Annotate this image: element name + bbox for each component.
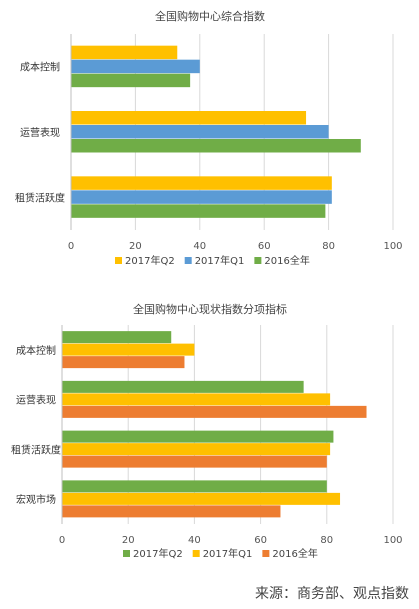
x-tick-label: 100 xyxy=(383,241,402,252)
category-label: 租赁活跃度 xyxy=(15,191,65,204)
bar xyxy=(71,139,361,153)
legend-swatch xyxy=(192,550,200,557)
x-tick-label: 60 xyxy=(254,535,267,546)
bar xyxy=(71,190,332,204)
bar xyxy=(62,356,185,369)
category-label: 宏观市场 xyxy=(16,493,56,506)
bar xyxy=(62,393,331,406)
bar xyxy=(71,45,178,60)
chart-status-subindex: 全国购物中心现状指数分项指标 0 20 40 60 80 100 成本控制运营表现租赁活跃度宏… xyxy=(11,302,403,560)
bar xyxy=(62,380,304,393)
legend-label: 2017年Q2 xyxy=(125,254,175,267)
category-label: 运营表现 xyxy=(16,394,56,407)
x-tick-label: 60 xyxy=(258,241,271,252)
x-tick-label: 40 xyxy=(193,241,206,252)
legend-label: 2016全年 xyxy=(272,547,317,560)
chart-title: 全国购物中心现状指数分项指标 xyxy=(133,302,287,316)
bar xyxy=(71,176,332,190)
bar xyxy=(62,331,172,344)
x-tick-label: 80 xyxy=(322,241,335,252)
bar xyxy=(62,443,331,456)
bar xyxy=(62,455,327,468)
legend-swatch xyxy=(184,257,192,264)
bar xyxy=(71,59,200,74)
x-tick-label: 0 xyxy=(68,241,74,252)
bar xyxy=(62,505,281,518)
bar xyxy=(62,480,327,493)
bar xyxy=(62,343,195,356)
legend-label: 2017年Q1 xyxy=(195,254,245,267)
bar xyxy=(62,430,334,443)
x-tick-label: 20 xyxy=(122,535,135,546)
x-tick-label: 20 xyxy=(129,241,142,252)
legend-label: 2017年Q2 xyxy=(133,547,183,560)
category-label: 租赁活跃度 xyxy=(11,443,61,456)
bar xyxy=(71,73,191,88)
bar xyxy=(62,405,367,418)
bar xyxy=(71,125,329,139)
category-label: 成本控制 xyxy=(16,344,56,357)
legend-swatch xyxy=(254,257,262,264)
legend-label: 2016全年 xyxy=(264,254,309,267)
chart-title: 全国购物中心综合指数 xyxy=(155,9,265,23)
bar xyxy=(62,492,341,505)
source-note: 来源：商务部、观点指数 xyxy=(255,586,409,602)
category-label: 成本控制 xyxy=(20,61,60,74)
legend-swatch xyxy=(123,550,130,557)
legend-swatch xyxy=(115,257,122,264)
x-tick-label: 0 xyxy=(59,535,65,546)
legend-label: 2017年Q1 xyxy=(203,547,253,560)
x-tick-label: 80 xyxy=(320,535,333,546)
x-tick-label: 40 xyxy=(188,535,201,546)
x-tick-label: 100 xyxy=(383,535,402,546)
bar xyxy=(71,111,307,125)
category-label: 运营表现 xyxy=(20,126,60,139)
legend-swatch xyxy=(262,550,270,557)
bar xyxy=(71,204,326,218)
